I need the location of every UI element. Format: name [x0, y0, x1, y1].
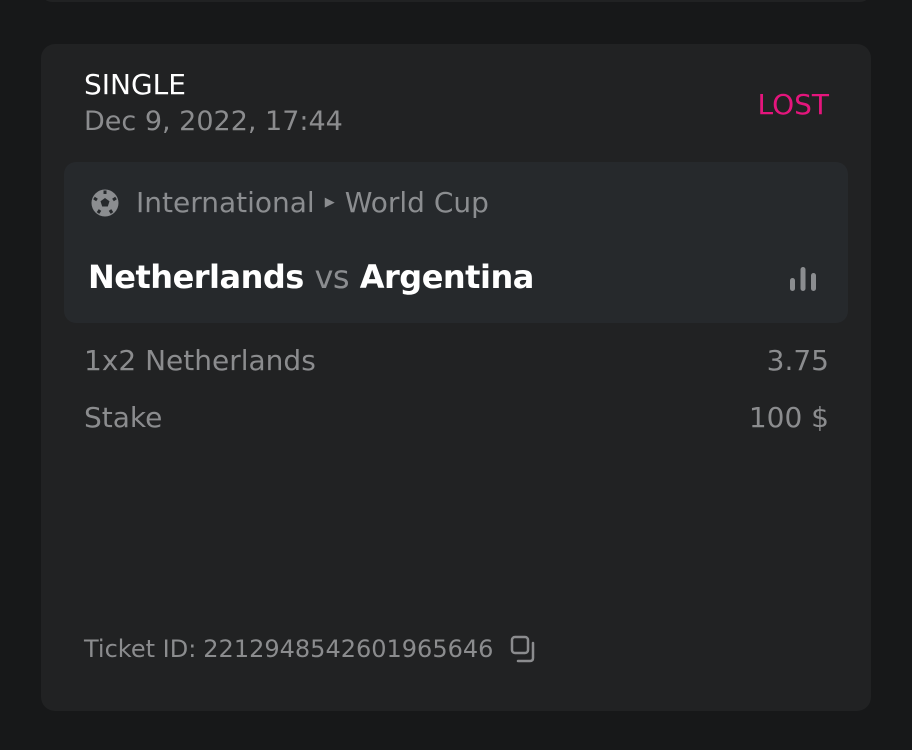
selection-row: 1x2 Netherlands 3.75: [84, 344, 829, 377]
home-team: Netherlands: [88, 258, 304, 296]
copy-icon[interactable]: [509, 634, 539, 664]
bet-type: SINGLE: [84, 68, 186, 101]
selection-odds: 3.75: [766, 344, 829, 377]
stake-row: Stake 100 $: [84, 401, 829, 434]
bar-chart-icon[interactable]: [788, 266, 818, 292]
chevron-right-icon: ▶: [324, 195, 335, 210]
soccer-ball-icon: [91, 189, 119, 216]
selection-label: 1x2 Netherlands: [84, 344, 316, 377]
vs-label: vs: [314, 258, 350, 296]
ticket-id-value: 2212948542601965646: [203, 635, 494, 663]
league-label: World Cup: [344, 186, 489, 219]
bet-card: SINGLE Dec 9, 2022, 17:44 LOST Internati…: [41, 44, 871, 711]
ticket-id-row: Ticket ID: 2212948542601965646: [84, 634, 539, 664]
category-label: International: [136, 186, 315, 219]
ticket-id-label: Ticket ID:: [84, 635, 197, 663]
match-title: Netherlands vs Argentina: [88, 258, 534, 296]
breadcrumb: International ▶ World Cup: [90, 186, 489, 219]
stake-label: Stake: [84, 401, 163, 434]
bet-date: Dec 9, 2022, 17:44: [84, 106, 343, 137]
stake-value: 100 $: [748, 401, 829, 434]
event-panel[interactable]: International ▶ World Cup Netherlands vs…: [64, 162, 848, 323]
status-badge: LOST: [757, 88, 829, 121]
away-team: Argentina: [359, 258, 535, 296]
previous-bet-card: [41, 0, 871, 2]
